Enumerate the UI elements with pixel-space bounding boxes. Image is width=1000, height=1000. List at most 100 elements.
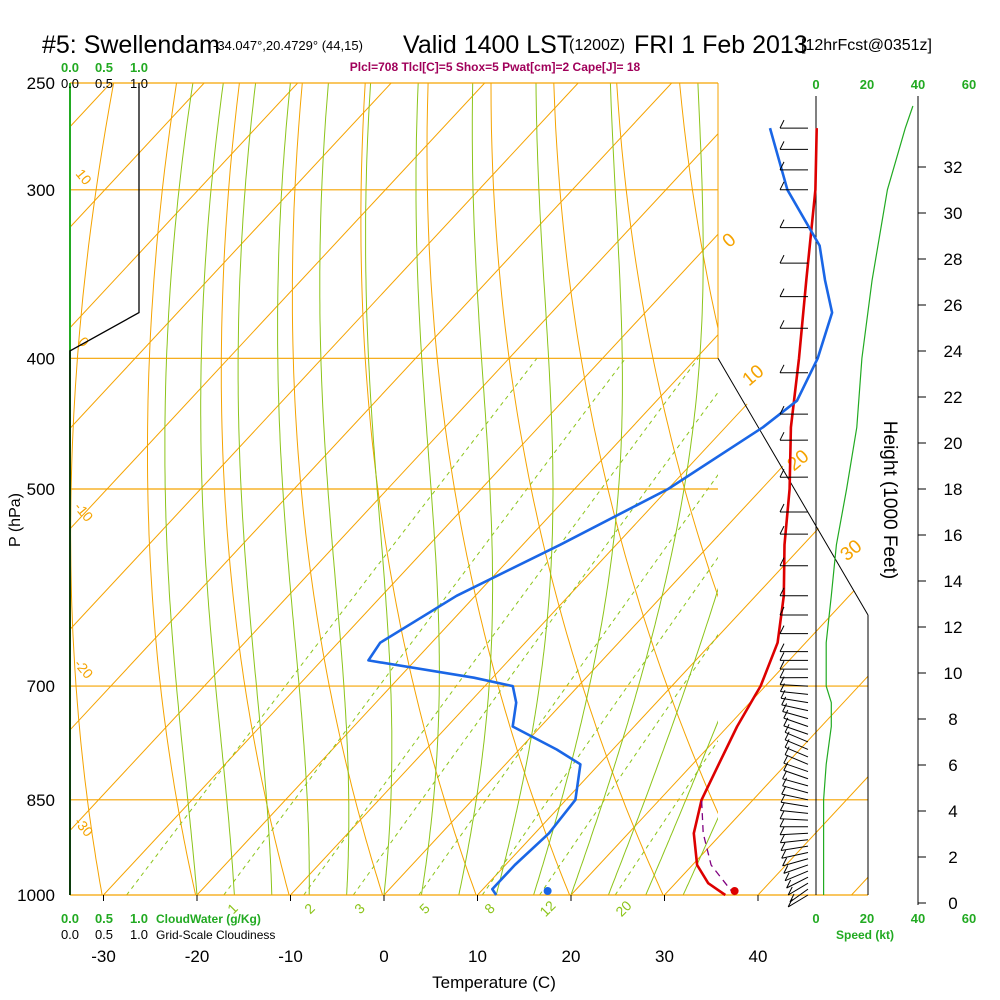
wind-barb-feather (782, 777, 788, 787)
wind-barb-feather (779, 288, 785, 297)
height-tick-label: 24 (944, 342, 963, 361)
dry-adiabat-line (291, 83, 384, 895)
moist-adiabat-line (495, 83, 554, 895)
wind-barb-feather (782, 770, 788, 780)
x-tick-label: 10 (468, 947, 487, 966)
wind-barb-feather (779, 141, 785, 150)
cloudiness-scale-label: 0.5 (95, 927, 113, 942)
height-tick-label: 8 (948, 710, 957, 729)
wind-barb (780, 818, 809, 821)
wind-barb (783, 864, 809, 874)
dry-adiabat-label: 30 (837, 536, 867, 566)
isotherm-line (70, 83, 299, 329)
dry-adiabat-line (988, 59, 1000, 924)
wind-barb (787, 894, 809, 908)
wind-barb-feather (787, 898, 793, 908)
surface-dewpoint-marker (543, 887, 552, 895)
dry-adiabat-line (926, 59, 1000, 924)
wind-barb (780, 810, 809, 814)
wind-barb (784, 731, 809, 743)
wind-barb (784, 739, 809, 750)
moist-adiabat-line (164, 83, 198, 895)
height-tick-label: 18 (944, 480, 963, 499)
dry-adiabat-line (360, 83, 477, 895)
mixing-ratio-line (352, 391, 718, 895)
wind-barb-feather (779, 669, 785, 678)
height-axis-title: Height (1000 Feet) (879, 421, 900, 579)
wind-barb-feather (779, 826, 785, 836)
moist-adiabat-line (645, 720, 718, 895)
wind-barb-feather (779, 625, 785, 634)
wind-barb-feather (779, 405, 785, 415)
wind-barb-feather (779, 161, 785, 171)
wind-barb-feather (779, 660, 785, 670)
wind-barb-feather (779, 431, 785, 441)
mixing-ratio-line (539, 633, 718, 895)
isotherm-line (70, 83, 205, 228)
isotherm-line (477, 635, 718, 895)
dry-adiabat-line (220, 83, 290, 895)
wind-barb-feather (786, 879, 792, 889)
isobar-lines (70, 82, 868, 896)
height-tick-label: 12 (944, 618, 963, 637)
wind-barb (787, 882, 809, 896)
height-tick-label: 22 (944, 388, 963, 407)
x-tick-label: 20 (562, 947, 581, 966)
isotherm-line (718, 353, 868, 895)
wind-barb-feather (779, 643, 785, 652)
wind-barb-feather (784, 746, 790, 755)
cloudiness-scale-label: 0.5 (95, 76, 113, 91)
surface-temperature-marker (730, 887, 739, 895)
moist-adiabat-line (277, 83, 310, 895)
moist-adiabat-line (365, 83, 393, 895)
height-tick-label: 2 (948, 848, 957, 867)
speed-tick-label: 20 (860, 77, 874, 92)
mixing-ratio-label: 12 (536, 897, 558, 919)
wind-barb-feather (781, 785, 787, 795)
dry-adiabat-label: 0 (719, 229, 741, 252)
wind-barb-feather (779, 468, 785, 478)
dry-adiabat-line (553, 83, 718, 815)
cloudiness-scale-label: 0.0 (61, 927, 79, 942)
mixing-ratio-label: 8 (481, 900, 498, 917)
moist-adiabat-line (319, 83, 350, 895)
wind-barb-feather (789, 893, 795, 903)
wind-barb-feather (787, 886, 793, 896)
height-tick-label: 28 (944, 250, 963, 269)
wind-barb-feather (783, 762, 789, 771)
wind-barb (780, 684, 809, 687)
wind-barb-feather (779, 834, 785, 843)
wind-barb-feather (779, 652, 785, 661)
wind-barb-feather (779, 364, 785, 374)
pressure-tick-label: 250 (27, 74, 55, 93)
pressure-tick-label: 850 (27, 791, 55, 810)
height-tick-label: 10 (944, 664, 963, 683)
wind-barb-feather (779, 818, 785, 827)
height-tick-label: 16 (944, 526, 963, 545)
dry-adiabat-line (616, 83, 718, 598)
wind-barb (783, 762, 809, 773)
dry-adiabat-line (70, 83, 115, 895)
speed-tick-label: 20 (860, 911, 874, 926)
x-tick-label: 40 (749, 947, 768, 966)
plot-frame (69, 83, 919, 905)
moist-adiabat-line (607, 587, 718, 895)
pressure-tick-label: 700 (27, 677, 55, 696)
wind-barb-feather (779, 254, 785, 264)
dry-adiabat-grid (70, 59, 1000, 924)
wind-barb (780, 845, 809, 851)
isotherm-label: -10 (71, 499, 96, 525)
x-tick-label: -30 (91, 947, 116, 966)
isotherm-label: -20 (71, 656, 96, 682)
moist-adiabat-line (570, 83, 704, 895)
dry-adiabat-line (426, 83, 571, 895)
speed-tick-label: 40 (911, 911, 925, 926)
wind-barb (782, 778, 809, 787)
wind-barb-feather (779, 119, 785, 129)
wind-barb-feather (784, 739, 790, 748)
x-tick-label: 30 (655, 947, 674, 966)
height-tick-label: 14 (944, 572, 963, 591)
wind-barb-feather (779, 557, 785, 566)
isotherm-line (383, 535, 718, 895)
